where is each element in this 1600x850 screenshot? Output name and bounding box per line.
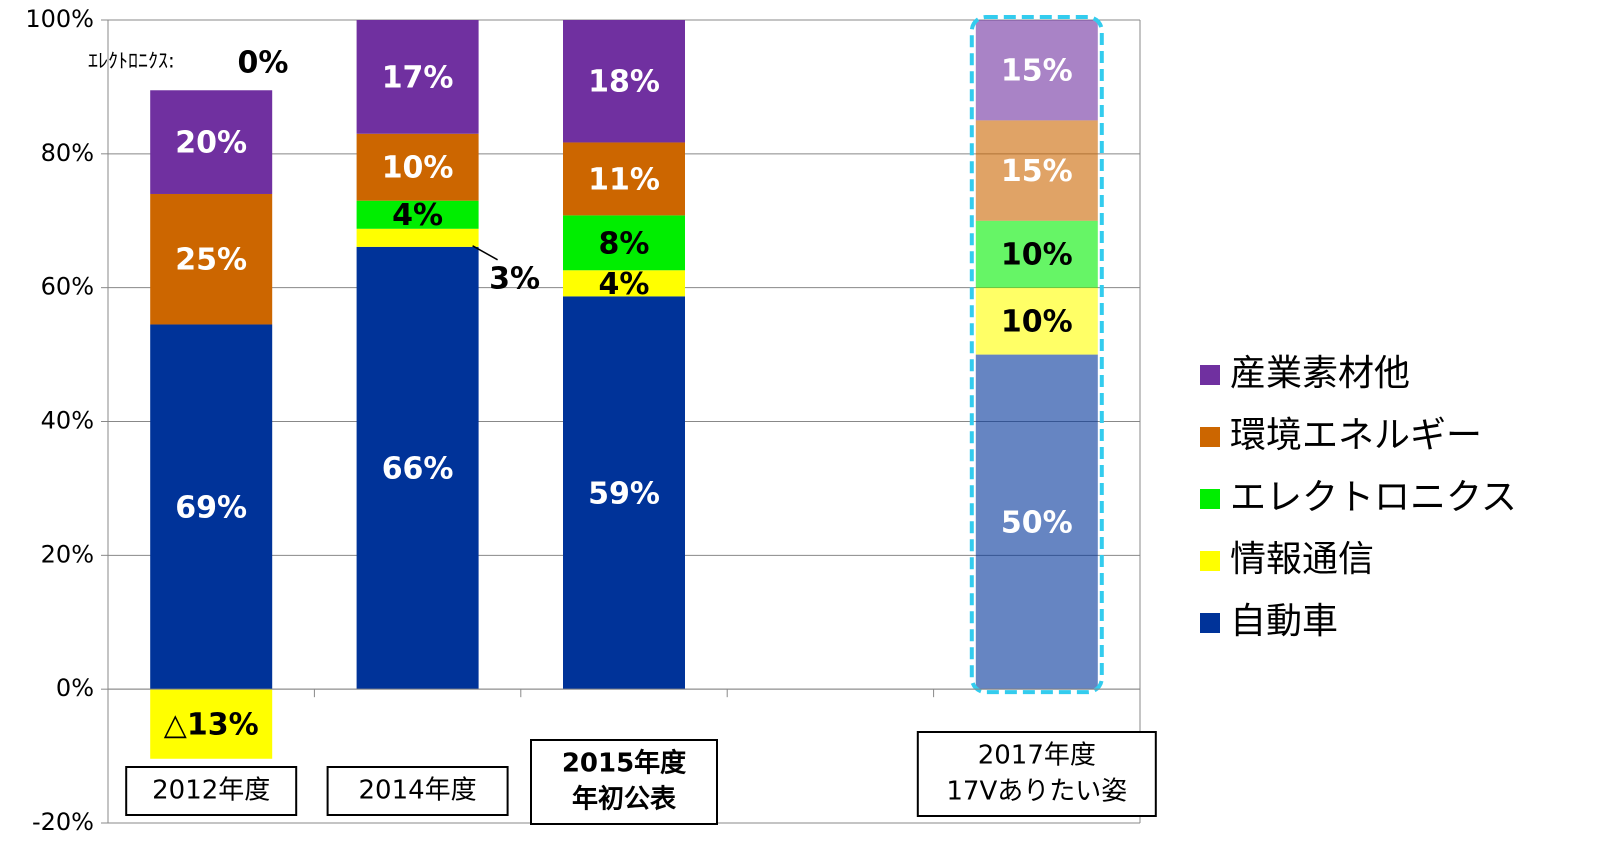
bar-segment — [563, 215, 685, 271]
segment-label: △13% — [164, 707, 259, 742]
y-tick-label: -20% — [32, 808, 94, 836]
bar-segment — [975, 20, 1098, 121]
annotation: ｴﾚｸﾄﾛﾆｸｽ: — [88, 49, 175, 73]
segment-label: 15% — [1001, 54, 1073, 89]
legend-swatch — [1200, 551, 1220, 571]
segment-label: 0% — [238, 46, 289, 81]
y-tick-label: 80% — [41, 139, 94, 167]
bar-segment — [563, 20, 685, 143]
legend-label: エレクトロニクス — [1230, 477, 1517, 518]
bar-segment — [975, 120, 1098, 221]
bar-segment — [975, 220, 1098, 288]
category-box — [916, 731, 1157, 817]
segment-label: 15% — [1001, 154, 1073, 189]
leader-line — [472, 245, 498, 261]
y-tick-label: 60% — [41, 273, 94, 301]
y-tick-label: 20% — [41, 540, 94, 568]
bar-segment — [356, 20, 479, 134]
bar-segment — [150, 193, 273, 325]
bar-segment — [356, 200, 479, 229]
x-tick-label: 年初公表 — [572, 784, 677, 815]
segment-label: 25% — [175, 243, 247, 278]
segment-label: 3% — [489, 261, 540, 296]
bar-segment — [356, 246, 479, 690]
x-tick-label: 17Vありたい姿 — [946, 777, 1127, 807]
segment-label: 4% — [599, 267, 650, 302]
x-tick-label: 2015年度 — [562, 748, 686, 779]
bar-segment — [150, 90, 273, 194]
segment-label: 10% — [382, 151, 454, 186]
bar-segment — [150, 324, 273, 690]
legend-label: 環境エネルギー — [1230, 415, 1482, 456]
y-tick-label: 100% — [25, 5, 94, 33]
category-box — [125, 766, 298, 816]
legend-swatch — [1200, 489, 1220, 509]
bar-segment — [563, 296, 685, 690]
legend-label: 情報通信 — [1230, 539, 1374, 580]
segment-label: 66% — [382, 452, 454, 487]
legend-swatch — [1200, 365, 1220, 385]
segment-label: 11% — [588, 162, 660, 197]
bar-segment — [150, 689, 273, 759]
segment-label: 4% — [392, 198, 443, 233]
bar-segment — [356, 228, 479, 247]
legend-label: 産業素材他 — [1230, 353, 1410, 394]
segment-label: 17% — [382, 60, 454, 95]
segment-label: 20% — [175, 126, 247, 161]
segment-label: 50% — [1001, 505, 1073, 540]
segment-label: 10% — [1001, 238, 1073, 273]
legend-swatch — [1200, 613, 1220, 633]
category-box — [326, 766, 509, 816]
bar-segment — [563, 142, 685, 216]
x-tick-label: 2014年度 — [359, 776, 477, 806]
bar-segment — [356, 133, 479, 201]
y-tick-label: 40% — [41, 407, 94, 435]
bar-segment — [975, 287, 1098, 355]
segment-label: 10% — [1001, 305, 1073, 340]
legend-label: 自動車 — [1230, 601, 1338, 642]
segment-label: 69% — [175, 490, 247, 525]
y-tick-label: 0% — [56, 674, 94, 702]
segment-label: 8% — [599, 226, 650, 261]
legend-swatch — [1200, 427, 1220, 447]
bar-segment — [563, 270, 685, 297]
x-tick-label: 2012年度 — [152, 776, 270, 806]
segment-label: 59% — [588, 476, 660, 511]
x-tick-label: 2017年度 — [978, 741, 1096, 771]
category-box — [530, 739, 718, 825]
bar-segment — [975, 354, 1098, 690]
segment-label: 18% — [588, 65, 660, 100]
